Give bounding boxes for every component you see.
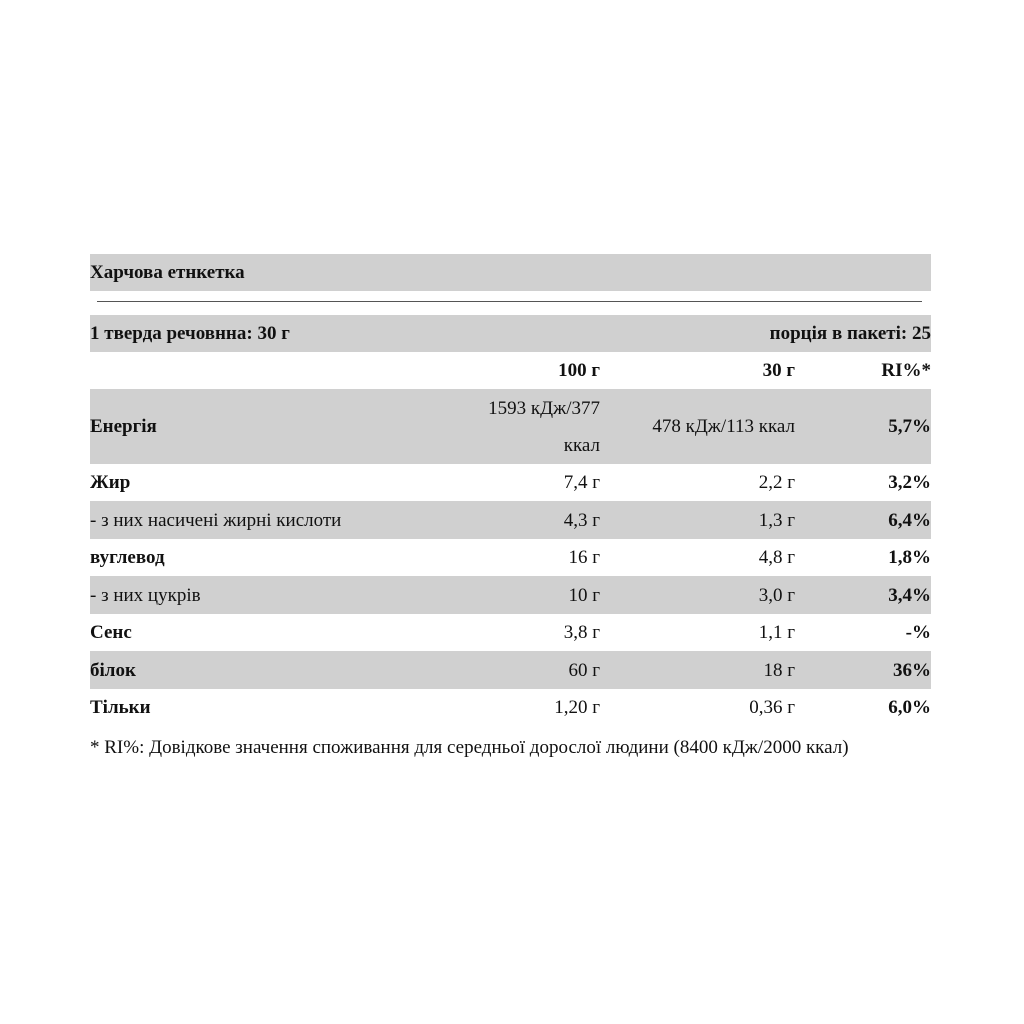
nutrient-value: 3,0 г [758,584,795,606]
footnote: * RI%: Довідкове значення споживання для… [90,737,849,758]
nutrient-value: 3,8 г [563,622,600,643]
nutrient-label: - з них насичені жирні кислоти [90,509,342,531]
nutrient-value: 16 г [568,547,600,568]
table-row: Енергія 1593 кДж/377 ккал 478 кДж/113 ккал… [90,389,931,464]
nutrient-value: 4,8 г [758,547,795,568]
nutrient-value: 478 кДж/113 ккал [652,416,795,437]
nutrient-value: 6,0% [888,697,931,718]
serving-row: 1 тверда речовнна: 30 г порція в пакеті:… [90,315,931,352]
table-row: - з них цукрів 10 г 3,0 г 3,4% [90,576,931,614]
title: Харчова етнкетка [90,262,245,283]
header-row: 100 г 30 г RI%* [90,352,931,389]
nutrient-label: Енергія [90,416,157,437]
divider [97,301,922,302]
nutrient-value: 1,20 г [554,697,600,718]
nutrient-label: Жир [90,472,131,493]
nutrient-value: 60 г [568,659,600,681]
column-header: RI%* [881,360,931,381]
column-header: 100 г [558,360,600,381]
servings-per-pack: порція в пакеті: 25 [769,323,931,344]
table-row: Сенс 3,8 г 1,1 г -% [90,614,931,651]
nutrient-value: 2,2 г [758,472,795,493]
table-row: Тільки 1,20 г 0,36 г 6,0% [90,689,931,726]
nutrient-value: -% [905,622,931,643]
nutrient-label: білок [90,659,136,681]
table-row: вуглевод 16 г 4,8 г 1,8% [90,539,931,576]
table-row: Жир 7,4 г 2,2 г 3,2% [90,464,931,501]
nutrient-label: Сенс [90,622,132,643]
serving-size: 1 тверда речовнна: 30 г [90,323,290,344]
nutrient-value: 1,8% [888,547,931,568]
nutrient-value: 1,3 г [758,509,795,531]
table-row: білок 60 г 18 г 36% [90,651,931,689]
nutrient-value: 0,36 г [749,697,795,718]
nutrient-value: 6,4% [888,509,931,531]
table-row: - з них насичені жирні кислоти 4,3 г 1,3 г… [90,501,931,539]
nutrient-value: 18 г [763,659,795,681]
nutrient-label: - з них цукрів [90,584,201,606]
nutrient-label: вуглевод [90,547,165,568]
nutrient-value: 4,3 г [563,509,600,531]
column-header: 30 г [762,360,795,381]
nutrient-value: 3,4% [888,584,931,606]
nutrient-value: 3,2% [888,472,931,493]
nutrient-value: 1,1 г [758,622,795,643]
nutrient-label: Тільки [90,697,151,718]
nutrient-value: 10 г [568,584,600,606]
nutrient-value: 1593 кДж/377 ккал [488,397,600,456]
title-band: Харчова етнкетка [90,254,931,291]
nutrient-value: 5,7% [888,416,931,437]
nutrient-value: 36% [893,659,931,681]
nutrient-value: 7,4 г [563,472,600,493]
